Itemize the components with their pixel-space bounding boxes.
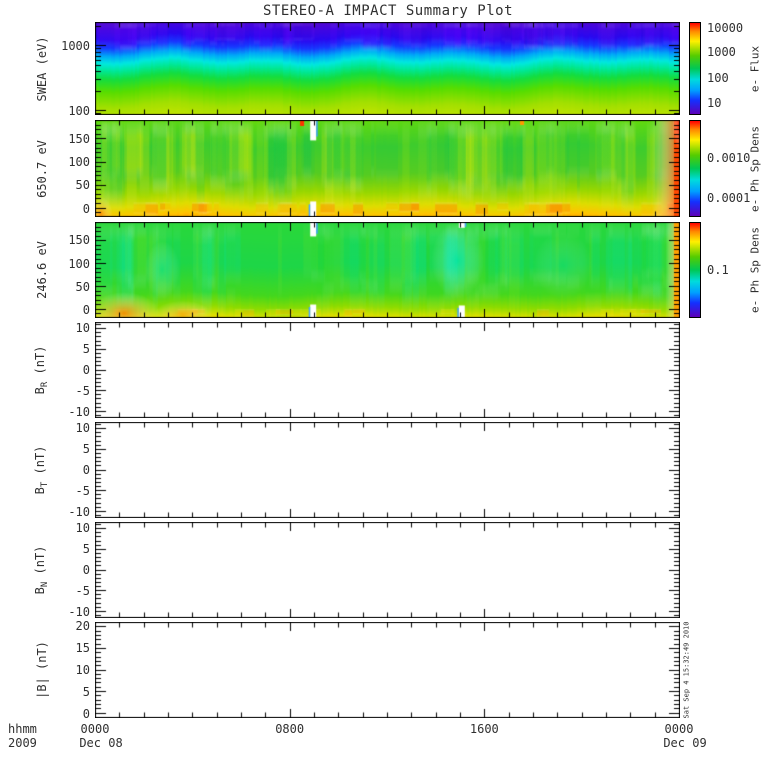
bt-plot-canvas bbox=[95, 422, 680, 518]
colorbar-title-e650: e- Ph Sp Dens bbox=[748, 125, 762, 212]
y-tick-label: 0 bbox=[82, 706, 90, 721]
y-tick-label: 5 bbox=[82, 442, 90, 457]
x-tick-label: 1600 bbox=[469, 722, 499, 736]
y-tick-label: 10 bbox=[75, 663, 90, 677]
x-date-label: Dec 08 bbox=[79, 736, 123, 750]
y-tick-label: 0 bbox=[82, 302, 90, 317]
x-axis-year-label: 2009 bbox=[8, 736, 37, 750]
y-tick-label: -10 bbox=[68, 504, 90, 519]
bn-plot-canvas bbox=[95, 522, 680, 618]
panel-bn: 10 5 0 -5 -10 bbox=[68, 522, 680, 618]
colorbar-tick-label: 0.0010 bbox=[707, 150, 751, 165]
y-tick-label: 10 bbox=[75, 421, 90, 436]
y-tick-label: -5 bbox=[75, 583, 90, 598]
y-tick-label: 5 bbox=[82, 684, 90, 699]
x-axis-units-label: hhmm bbox=[8, 722, 37, 736]
y-tick-label: 0 bbox=[82, 463, 90, 477]
panel-e650: 150 100 50 0 bbox=[68, 120, 680, 217]
y-tick-label: -5 bbox=[75, 383, 90, 398]
y-axis-label-e246: 246.6 eV bbox=[35, 241, 49, 299]
y-axis-label-swea: SWEA (eV) bbox=[35, 35, 49, 102]
colorbar-tick-label: 0.0001 bbox=[707, 190, 751, 205]
x-tick-label: 0000 bbox=[80, 722, 110, 736]
y-tick-label: -10 bbox=[68, 604, 90, 619]
x-tick-label: 0800 bbox=[275, 722, 305, 736]
y-tick-label: 50 bbox=[75, 279, 90, 294]
y-tick-label: 5 bbox=[82, 542, 90, 557]
colorbar-swea bbox=[689, 22, 701, 115]
bmag-plot-canvas bbox=[95, 622, 680, 718]
colorbar-tick-label: 10000 bbox=[707, 21, 744, 36]
y-tick-label: 15 bbox=[75, 641, 90, 656]
y-axis-label-bt: BT (nT) bbox=[32, 445, 51, 495]
panel-br: 10 5 0 -5 -10 bbox=[68, 322, 680, 418]
colorbar-title-swea: e- Flux bbox=[748, 45, 762, 92]
colorbar-tick-label: 1000 bbox=[707, 44, 736, 59]
e650-spectrogram-canvas bbox=[95, 120, 680, 217]
x-tick-label: 0000 bbox=[664, 722, 694, 736]
y-tick-label: 100 bbox=[68, 256, 90, 271]
e246-spectrogram-canvas bbox=[95, 222, 680, 318]
y-tick-label: 0 bbox=[82, 201, 90, 216]
colorbar-title-e246: e- Ph Sp Dens bbox=[748, 226, 762, 314]
y-tick-label: -10 bbox=[68, 404, 90, 419]
y-tick-label: 50 bbox=[75, 178, 90, 193]
y-tick-label: -5 bbox=[75, 483, 90, 498]
colorbar-e246 bbox=[689, 222, 701, 318]
colorbar-tick-label: 10 bbox=[707, 95, 722, 110]
y-tick-label: 1000 bbox=[61, 38, 90, 53]
y-tick-label: 150 bbox=[68, 233, 90, 248]
br-plot-canvas bbox=[95, 322, 680, 418]
plot-title: STEREO-A IMPACT Summary Plot bbox=[262, 3, 514, 19]
panel-bt: 10 5 0 -5 -10 bbox=[68, 422, 680, 518]
y-axis-label-br: BR (nT) bbox=[32, 345, 51, 395]
panel-bmag: 20 15 10 5 0 bbox=[76, 620, 680, 720]
y-axis-label-e650: 650.7 eV bbox=[35, 139, 49, 198]
creation-timestamp: Sat Sep 4 15:32:49 2010 bbox=[682, 621, 691, 719]
colorbar-e650 bbox=[689, 120, 701, 217]
y-axis-label-bn: BN (nT) bbox=[32, 545, 51, 595]
panel-swea: 1000 100 bbox=[61, 22, 680, 117]
y-tick-label: 20 bbox=[75, 619, 90, 634]
y-tick-label: 10 bbox=[75, 521, 90, 536]
y-tick-label: 10 bbox=[75, 321, 90, 336]
y-tick-label: 100 bbox=[68, 154, 90, 169]
y-tick-label: 150 bbox=[68, 131, 90, 146]
swea-spectrogram-canvas bbox=[95, 22, 680, 115]
x-date-label: Dec 09 bbox=[663, 736, 707, 750]
y-tick-label: 0 bbox=[82, 363, 90, 377]
colorbar-tick-label: 100 bbox=[707, 70, 729, 85]
y-axis-label-bmag: |B| (nT) bbox=[35, 641, 49, 699]
y-tick-label: 100 bbox=[68, 104, 90, 119]
y-tick-label: 5 bbox=[82, 342, 90, 357]
colorbar-tick-label: 0.1 bbox=[707, 263, 729, 277]
panel-e246: 150 100 50 0 bbox=[68, 222, 680, 318]
y-tick-label: 0 bbox=[82, 563, 90, 577]
